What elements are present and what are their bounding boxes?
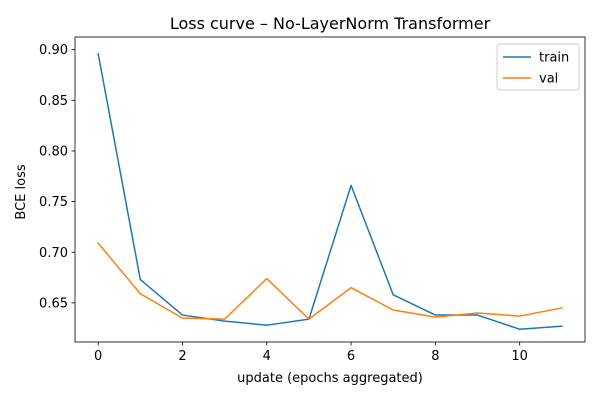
legend: train val — [496, 43, 580, 91]
y-tick-label: 0.70 — [39, 246, 68, 261]
y-tick-label: 0.90 — [39, 43, 68, 58]
axes: 0 2 4 6 8 10 0.65 0.70 0.75 0.80 0.85 0.90 — [39, 36, 586, 364]
y-tick-label: 0.65 — [39, 296, 68, 311]
x-tick-label: 4 — [263, 349, 271, 364]
x-tick-label: 0 — [94, 349, 102, 364]
series-line-train — [97, 52, 563, 330]
y-tick-label: 0.75 — [39, 195, 68, 210]
x-tick-label: 8 — [431, 349, 439, 364]
series-line-val — [97, 242, 563, 320]
y-tick-label: 0.85 — [39, 94, 68, 109]
chart-title: Loss curve – No-LayerNorm Transformer — [170, 14, 491, 33]
axes-frame — [74, 36, 586, 343]
y-axis-label: BCE loss — [14, 164, 29, 219]
x-axis-label: update (epochs aggregated) — [237, 371, 423, 386]
x-tick-label: 10 — [511, 349, 528, 364]
y-tick-label: 0.80 — [39, 144, 68, 159]
x-tick-label: 2 — [178, 349, 186, 364]
legend-label-val: val — [539, 72, 558, 87]
plot-area — [97, 52, 563, 330]
x-tick-label: 6 — [347, 349, 355, 364]
legend-label-train: train — [539, 51, 569, 66]
